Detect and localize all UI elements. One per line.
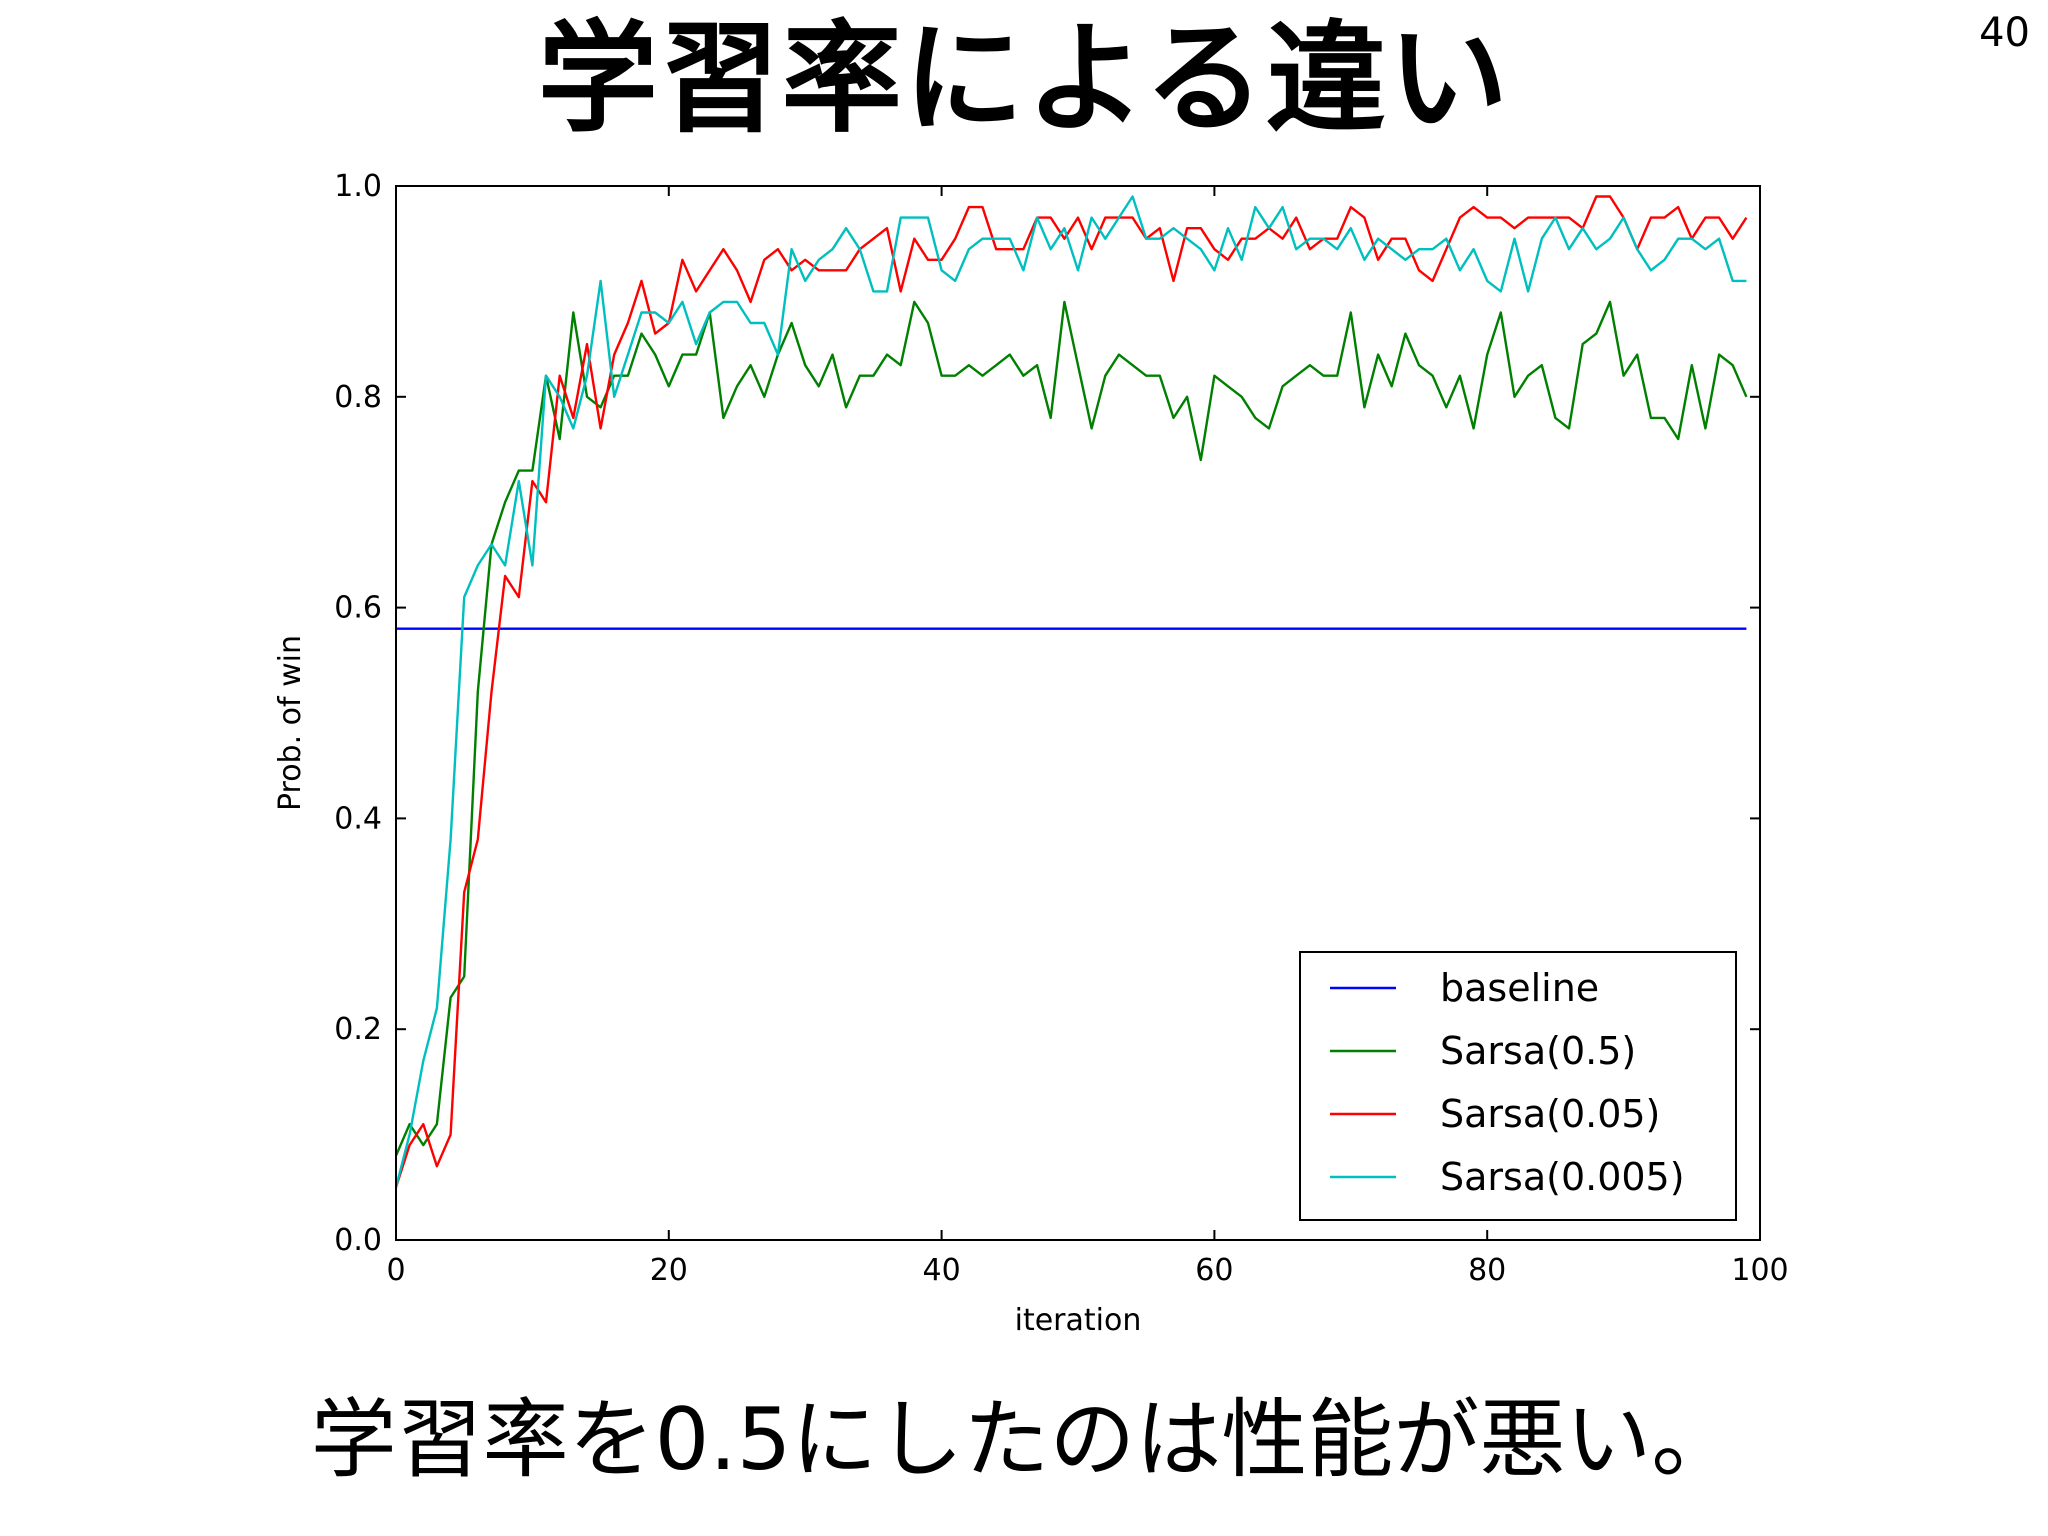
y-tick-label: 0.2 (334, 1012, 382, 1047)
y-tick-label: 1.0 (334, 169, 382, 204)
legend-label: baseline (1440, 966, 1599, 1010)
x-tick-label: 40 (923, 1253, 961, 1288)
x-tick-label: 60 (1195, 1253, 1233, 1288)
plot-lines (394, 195, 1748, 1188)
legend-label: Sarsa(0.005) (1440, 1155, 1685, 1199)
x-tick-label: 80 (1468, 1253, 1506, 1288)
x-tick-label: 100 (1731, 1253, 1788, 1288)
legend-box (1299, 951, 1737, 1221)
slide-caption: 学習率を0.5にしたのは性能が悪い。 (310, 1390, 1738, 1490)
legend: baseline Sarsa(0.5) Sarsa(0.05) Sarsa(0.005… (1299, 951, 1737, 1221)
y-tick-label: 0.6 (334, 591, 382, 626)
series-line-2 (394, 195, 1748, 1188)
legend-label: Sarsa(0.05) (1440, 1092, 1660, 1136)
slide-title: 学習率による違い (537, 10, 1511, 149)
y-axis-label: Prob. of win (273, 635, 308, 811)
x-axis-label: iteration (1015, 1303, 1142, 1338)
plot-frame (395, 185, 1761, 1241)
page-number: 40 (1979, 10, 2030, 56)
x-tick-label: 0 (386, 1253, 405, 1288)
x-tick-label: 20 (650, 1253, 688, 1288)
y-tick-label: 0.0 (334, 1223, 382, 1258)
y-tick-label: 0.8 (334, 380, 382, 415)
series-line-3 (394, 195, 1747, 1188)
legend-label: Sarsa(0.5) (1440, 1029, 1636, 1073)
y-tick-label: 0.4 (334, 801, 382, 836)
axis-ticks: 0 20 40 60 80 100 0.0 0.2 0.4 0.6 0.8 1.0 (334, 169, 1788, 1288)
